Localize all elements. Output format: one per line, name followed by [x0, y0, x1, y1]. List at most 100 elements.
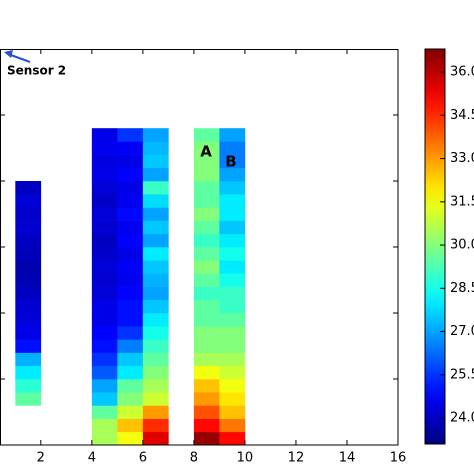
cell	[117, 220, 144, 235]
cell	[91, 431, 118, 446]
cell	[91, 247, 118, 261]
cell	[193, 379, 220, 393]
cell	[219, 260, 246, 274]
cell	[91, 339, 118, 353]
x-tick-label: 8	[190, 451, 198, 466]
cell	[219, 352, 246, 367]
cell	[15, 181, 42, 195]
cell	[219, 247, 246, 261]
cell	[142, 313, 169, 327]
cell	[142, 260, 169, 274]
cell	[91, 392, 118, 406]
cell	[219, 392, 246, 406]
annotation: A	[200, 143, 212, 161]
cell	[117, 299, 144, 314]
cell	[117, 365, 144, 380]
cell	[91, 260, 118, 274]
colorbar-tick-label: 36.0	[450, 65, 474, 80]
cell	[142, 405, 169, 419]
cell	[193, 352, 220, 367]
cell	[219, 286, 246, 301]
arrow-head	[4, 50, 13, 58]
cell	[142, 339, 169, 353]
colorbar-tick-label: 25.5	[450, 367, 474, 382]
cell	[142, 326, 169, 340]
x-tick-label: 10	[237, 451, 254, 466]
cell	[117, 339, 144, 353]
cell	[219, 418, 246, 433]
cell	[15, 286, 42, 301]
cell	[91, 326, 118, 340]
cell	[91, 141, 118, 155]
cell	[15, 194, 42, 208]
cell	[91, 128, 118, 142]
cell	[117, 181, 144, 195]
cell	[219, 167, 246, 182]
x-tick-label: 6	[139, 451, 147, 466]
x-tick-label: 16	[390, 451, 407, 466]
cell	[117, 154, 144, 169]
cell	[15, 220, 42, 235]
cell	[117, 286, 144, 301]
heatmap	[15, 128, 246, 446]
colorbar-tick-label: 24.0	[450, 411, 474, 426]
cell	[219, 220, 246, 235]
cell	[219, 379, 246, 393]
cell	[219, 299, 246, 314]
cell	[142, 141, 169, 155]
cell	[15, 379, 42, 393]
cell	[142, 365, 169, 380]
cell	[15, 247, 42, 261]
cell	[193, 339, 220, 353]
cell	[219, 194, 246, 208]
cell	[193, 128, 220, 142]
cell	[15, 313, 42, 327]
cell	[142, 299, 169, 314]
cell	[142, 220, 169, 235]
cell	[142, 379, 169, 393]
cell	[219, 313, 246, 327]
cell	[91, 418, 118, 433]
cell	[142, 128, 169, 142]
cell	[193, 392, 220, 406]
cell	[117, 313, 144, 327]
cell	[219, 181, 246, 195]
cell	[219, 233, 246, 248]
annotation: Sensor 2	[7, 64, 66, 78]
cell	[142, 431, 169, 446]
cell	[117, 167, 144, 182]
cell	[142, 194, 169, 208]
cell	[142, 167, 169, 182]
cell	[117, 352, 144, 367]
cell	[193, 313, 220, 327]
cell	[142, 352, 169, 367]
cell	[15, 365, 42, 380]
cell	[15, 260, 42, 274]
cell	[193, 260, 220, 274]
cell	[193, 286, 220, 301]
cell	[15, 352, 42, 367]
cell	[91, 181, 118, 195]
cell	[117, 247, 144, 261]
cell	[91, 379, 118, 393]
cell	[142, 233, 169, 248]
cell	[219, 405, 246, 419]
x-tick-label: 14	[339, 451, 356, 466]
cell	[91, 313, 118, 327]
cell	[193, 207, 220, 221]
cell	[193, 167, 220, 182]
cell	[117, 207, 144, 221]
cell	[219, 128, 246, 142]
cell	[91, 286, 118, 301]
cell	[142, 247, 169, 261]
cell	[91, 194, 118, 208]
cell	[193, 233, 220, 248]
cell	[142, 392, 169, 406]
cell	[193, 299, 220, 314]
cell	[91, 167, 118, 182]
cell	[193, 154, 220, 169]
cell	[15, 299, 42, 314]
cell	[142, 273, 169, 287]
